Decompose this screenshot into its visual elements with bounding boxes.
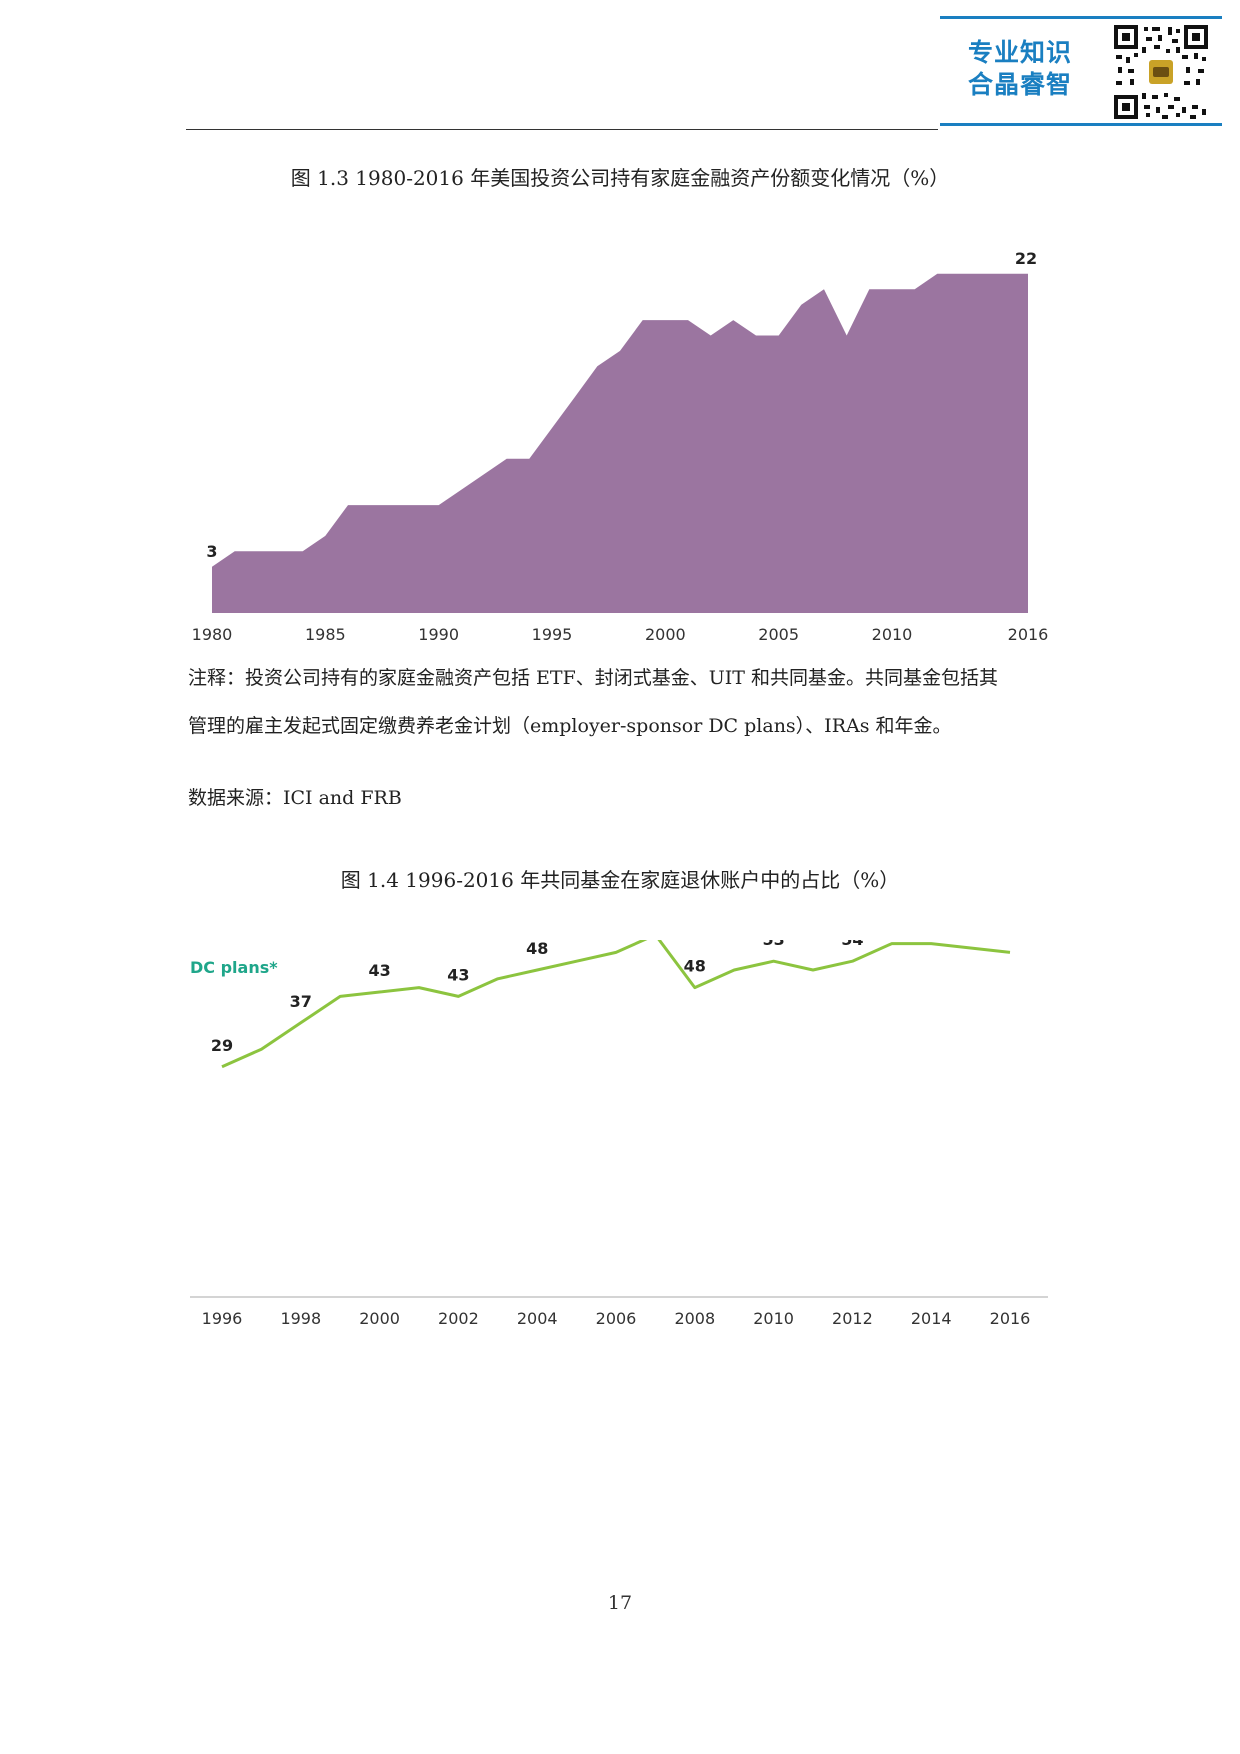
data-label: 37 <box>290 992 312 1011</box>
data-label: 53 <box>762 940 784 949</box>
data-label: 3 <box>206 542 217 561</box>
line-chart: DC plans* 1996 1998 2000 2002 2004 2006 2008 201… <box>190 940 1048 1328</box>
x-tick-label: 2002 <box>438 1309 479 1328</box>
note-line-1: 注释：投资公司持有的家庭金融资产包括 ETF、封闭式基金、UIT 和共同基金。共… <box>188 667 998 689</box>
note-line-2: 管理的雇主发起式固定缴费养老金计划（employer-sponsor DC pl… <box>188 715 952 737</box>
header-rule <box>186 129 938 130</box>
page-number: 17 <box>607 1592 633 1614</box>
data-label: 48 <box>684 957 706 976</box>
x-tick-label: 1985 <box>305 625 346 644</box>
data-source: 数据来源：ICI and FRB <box>188 787 402 809</box>
x-tick-label: 2014 <box>911 1309 952 1328</box>
data-label: 29 <box>211 1036 233 1055</box>
data-label: 43 <box>447 965 469 984</box>
x-tick-label: 1990 <box>418 625 459 644</box>
x-tick-label: 2000 <box>645 625 686 644</box>
x-tick-label: 2000 <box>359 1309 400 1328</box>
x-tick-label: 2012 <box>832 1309 873 1328</box>
data-label: 48 <box>526 940 548 958</box>
x-tick-label: 2005 <box>758 625 799 644</box>
x-tick-label: 1980 <box>192 625 233 644</box>
series-label: DC plans* <box>190 958 278 977</box>
x-tick-label: 2006 <box>596 1309 637 1328</box>
figure-1-caption: 图 1.3 1980-2016 年美国投资公司持有家庭金融资产份额变化情况（%） <box>290 166 950 190</box>
data-label: 54 <box>841 940 863 949</box>
area-series <box>212 273 1028 613</box>
x-tick-label: 1998 <box>280 1309 321 1328</box>
x-tick-label: 2010 <box>753 1309 794 1328</box>
data-label: 43 <box>368 961 390 980</box>
brand-line-2: 合晶睿智 <box>967 70 1072 99</box>
figure-2-caption: 图 1.4 1996-2016 年共同基金在家庭退休账户中的占比（%） <box>340 868 900 892</box>
x-tick-label: 1995 <box>532 625 573 644</box>
brand-line-1: 专业知识 <box>967 38 1072 67</box>
brand-banner: 专业知识 合晶睿智 <box>940 16 1222 126</box>
series-line <box>221 940 1011 1069</box>
x-tick-label: 2008 <box>674 1309 715 1328</box>
brand-slogan: 专业知识 合晶睿智 <box>960 37 1080 101</box>
x-tick-label: 2010 <box>872 625 913 644</box>
x-tick-label: 2016 <box>1008 625 1049 644</box>
area-chart: 1980 1985 1990 1995 2000 2005 2010 2016 3 22 <box>192 249 1049 644</box>
data-label: 22 <box>1015 249 1037 268</box>
qr-code-icon <box>1112 23 1210 121</box>
x-tick-label: 1996 <box>202 1309 243 1328</box>
x-tick-label: 2004 <box>517 1309 558 1328</box>
x-tick-label: 2016 <box>990 1309 1031 1328</box>
figure-1-note: 注释：投资公司持有的家庭金融资产包括 ETF、封闭式基金、UIT 和共同基金。共… <box>188 654 1068 750</box>
